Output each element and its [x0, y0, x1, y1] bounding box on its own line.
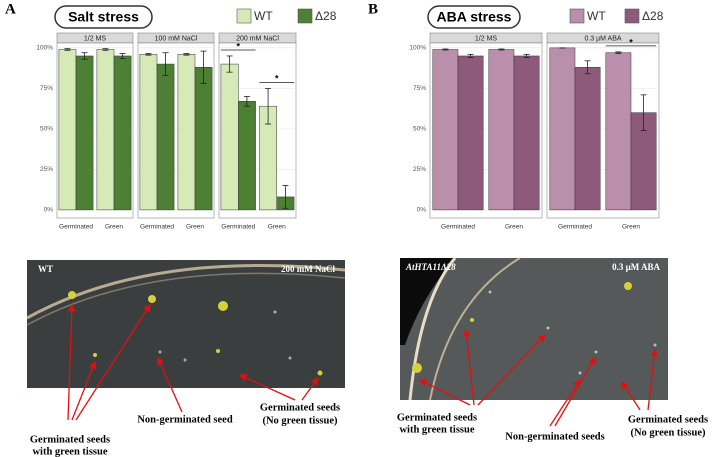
y-tick-label: 75%	[413, 85, 426, 92]
y-tick-label: 0%	[44, 207, 54, 214]
bar	[220, 63, 239, 211]
bar	[58, 49, 77, 211]
error-bar	[183, 53, 190, 56]
legend-swatch	[297, 8, 313, 24]
legend-label: WT	[254, 9, 273, 23]
error-bar	[523, 53, 530, 58]
photo-b: AtHTA11Δ28 0.3 µM ABA Germinated seeds w…	[397, 257, 708, 442]
legend-swatch	[624, 8, 640, 24]
strip-label: 1/2 MS	[475, 35, 498, 42]
error-bar	[282, 185, 289, 209]
y-tick-label: 75%	[40, 85, 53, 92]
callout: Germinated seeds	[30, 434, 110, 445]
bar	[488, 49, 515, 211]
error-bar	[243, 96, 250, 107]
error-bar	[584, 60, 591, 75]
error-bar	[265, 87, 272, 125]
error-bar	[615, 51, 622, 54]
bar	[457, 55, 484, 211]
bar	[96, 49, 115, 211]
callout: Germinated seeds	[397, 412, 477, 423]
error-bar	[102, 48, 109, 51]
x-tick-label: Germinated	[221, 224, 255, 231]
x-tick-label: Germinated	[441, 224, 475, 231]
x-tick-label: Green	[505, 224, 523, 231]
callout: (No green tissue)	[262, 415, 338, 426]
error-bar	[640, 94, 647, 131]
x-tick-label: Germinated	[59, 224, 93, 231]
strip-label: 1/2 MS	[84, 35, 107, 42]
y-tick-label: 25%	[40, 166, 53, 173]
photo-label: WT	[38, 264, 53, 274]
legend-swatch	[236, 8, 252, 24]
panel-label: B	[368, 1, 378, 17]
bar	[194, 67, 213, 211]
y-tick-label: 0%	[417, 207, 427, 214]
legend-label: WT	[587, 9, 606, 23]
error-bar	[442, 48, 449, 51]
y-tick-label: 100%	[409, 45, 426, 52]
error-bar	[119, 53, 126, 59]
callout: Non-germinated seeds	[505, 431, 604, 442]
y-tick-label: 25%	[413, 166, 426, 173]
error-bar	[498, 48, 505, 51]
chart-title: ABA stress	[437, 9, 512, 25]
strip-label: 100 mM NaCl	[155, 35, 198, 42]
x-tick-label: Germinated	[558, 224, 592, 231]
photo-a: WT 200 mM NaCl Germinated seeds with gre…	[26, 260, 346, 457]
bar	[75, 55, 94, 211]
legend-label: Δ28	[642, 9, 664, 23]
bar	[574, 67, 601, 211]
chart-title: Salt stress	[68, 9, 139, 25]
callout: Germinated seeds	[628, 414, 708, 425]
bar	[513, 55, 540, 211]
bar	[238, 101, 256, 211]
bar	[605, 52, 632, 211]
strip-label: 200 mM NaCl	[236, 35, 279, 42]
callout: with green tissue	[32, 446, 107, 457]
callout: Non-germinated seed	[137, 414, 233, 425]
strip-label: 0.3 µM ABA	[584, 35, 621, 42]
callout: with green tissue	[399, 424, 474, 435]
x-tick-label: Germinated	[140, 224, 174, 231]
y-tick-label: 50%	[413, 126, 426, 133]
bar	[549, 47, 576, 211]
bar	[139, 54, 158, 211]
photo-label: 0.3 µM ABA	[612, 262, 660, 272]
y-tick-label: 50%	[40, 126, 53, 133]
bar	[156, 63, 175, 211]
callout: Germinated seeds	[260, 402, 340, 413]
error-bar	[64, 48, 71, 51]
title-box	[54, 5, 153, 29]
significance-label: *	[629, 37, 633, 47]
legend-label: Δ28	[315, 9, 337, 23]
x-tick-label: Green	[622, 224, 640, 231]
error-bar	[81, 52, 88, 60]
legend-swatch	[569, 8, 585, 24]
error-bar	[467, 53, 474, 58]
bar	[177, 54, 196, 211]
photo-label: 200 mM NaCl	[281, 264, 335, 274]
x-tick-label: Green	[105, 224, 123, 231]
bar	[113, 55, 132, 211]
error-bar	[162, 52, 169, 76]
significance-label: *	[236, 41, 240, 51]
bar	[432, 49, 459, 211]
title-box	[427, 5, 521, 29]
x-tick-label: Green	[186, 224, 204, 231]
y-tick-label: 100%	[36, 45, 53, 52]
panel-label: A	[5, 1, 16, 17]
significance-label: *	[275, 74, 279, 84]
photo-label: AtHTA11Δ28	[405, 262, 456, 272]
x-tick-label: Green	[268, 224, 286, 231]
error-bar	[145, 53, 152, 56]
error-bar	[200, 50, 207, 84]
callout: (No green tissue)	[630, 427, 706, 438]
error-bar	[226, 55, 233, 73]
